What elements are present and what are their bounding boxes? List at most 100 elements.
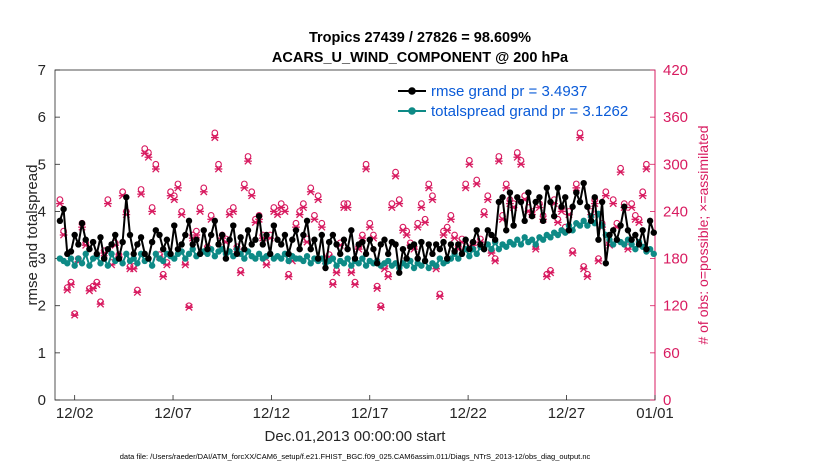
y-tick-label-left: 7 <box>38 62 46 79</box>
obs-assimilated-point <box>199 188 208 196</box>
series-point-rmse <box>525 189 532 196</box>
series-point-rmse <box>628 236 635 243</box>
obs-assimilated-point <box>635 218 643 227</box>
series-point-totalspread <box>82 250 89 258</box>
obs-assimilated-point <box>450 234 459 242</box>
series-point-rmse <box>333 241 340 248</box>
obs-possible-point <box>229 204 237 211</box>
series-point-rmse <box>100 255 108 262</box>
chart-title-line2: ACARS_U_WIND_COMPONENT @ 200 hPa <box>272 50 569 66</box>
x-axis: 12/02 12/07 12/12 12/17 12/22 12/27 01/01 <box>56 395 674 422</box>
obs-assimilated-point <box>576 133 584 142</box>
obs-assimilated-point <box>185 303 193 311</box>
obs-possible-point <box>244 153 252 160</box>
series-point-rmse <box>137 234 145 241</box>
y-tick-label-right: 360 <box>663 109 688 126</box>
obs-assimilated-point <box>247 192 256 200</box>
obs-assimilated-point <box>642 165 651 173</box>
series-point-rmse <box>289 236 296 243</box>
series-point-rmse <box>506 189 514 196</box>
series-point-rmse <box>270 222 278 229</box>
series-point-rmse <box>219 231 226 239</box>
data-file-footnote: data file: /Users/raeder/DAI/ATM_forcXX/… <box>120 452 591 461</box>
obs-possible-point <box>447 212 455 219</box>
series-point-rmse <box>274 236 281 243</box>
series-point-rmse <box>565 227 573 234</box>
series-point-rmse <box>303 217 311 225</box>
series-point-rmse <box>263 231 270 239</box>
x-tick-label: 12/12 <box>253 405 291 422</box>
series-point-rmse <box>156 231 163 239</box>
series-point-rmse <box>152 227 160 234</box>
series-point-totalspread <box>539 236 547 243</box>
series-point-totalspread <box>189 245 196 253</box>
series-point-rmse <box>285 250 292 258</box>
series-point-totalspread <box>410 264 418 272</box>
x-tick-label: 12/27 <box>548 405 586 422</box>
series-point-totalspread <box>609 241 617 248</box>
series-point-rmse <box>314 255 322 262</box>
series-point-totalspread <box>340 260 348 267</box>
chart-title-line1: Tropics 27439 / 27826 = 98.609% <box>309 30 531 46</box>
series-point-rmse <box>547 198 554 206</box>
series-point-rmse <box>595 236 602 243</box>
obs-possible-point <box>307 184 315 192</box>
series-point-totalspread <box>108 250 115 258</box>
series-point-totalspread <box>418 262 425 269</box>
series-point-rmse <box>432 241 440 248</box>
obs-possible-point <box>311 212 318 219</box>
obs-possible-point <box>388 200 396 207</box>
series-point-totalspread <box>185 250 193 258</box>
series-point-rmse <box>196 250 204 258</box>
obs-possible-point <box>392 168 399 176</box>
y-axis-left: 0 1 2 3 4 5 6 7 <box>38 62 60 409</box>
obs-assimilated-point <box>343 203 352 212</box>
obs-assimilated-point <box>373 284 381 293</box>
series-point-rmse <box>329 231 337 239</box>
obs-possible-point <box>207 212 215 219</box>
obs-possible-point <box>167 188 174 196</box>
obs-possible-point <box>240 180 248 188</box>
obs-assimilated-point <box>310 215 319 223</box>
obs-assimilated-point <box>362 165 370 173</box>
obs-assimilated-point <box>236 269 245 277</box>
obs-assimilated-point <box>133 288 142 297</box>
series-point-totalspread <box>71 262 78 269</box>
series-point-totalspread <box>547 234 554 241</box>
series-point-totalspread <box>104 262 112 269</box>
series-point-rmse <box>141 250 148 258</box>
obs-assimilated-point <box>347 269 356 277</box>
obs-assimilated-point <box>557 207 566 216</box>
series-point-totalspread <box>521 234 528 241</box>
series-point-rmse <box>233 250 241 258</box>
obs-assimilated-point <box>240 184 249 192</box>
obs-assimilated-point <box>513 153 522 161</box>
series-point-rmse <box>300 231 307 239</box>
series-point-totalspread <box>64 260 71 267</box>
series-point-rmse <box>134 241 141 248</box>
series-point-rmse <box>646 217 654 225</box>
series-point-totalspread <box>241 255 248 262</box>
obs-assimilated-point <box>210 133 219 142</box>
obs-assimilated-point <box>413 223 422 231</box>
obs-possible-point <box>495 153 503 160</box>
obs-assimilated-point <box>395 199 404 208</box>
obs-assimilated-point <box>273 210 282 219</box>
obs-assimilated-point <box>579 265 588 273</box>
series-point-rmse <box>93 250 101 258</box>
obs-possible-point <box>366 219 374 227</box>
obs-possible-point <box>300 200 307 207</box>
obs-assimilated-point <box>317 223 326 231</box>
series-point-rmse <box>182 231 189 239</box>
series-point-rmse <box>163 236 171 243</box>
obs-assimilated-point <box>192 231 201 239</box>
series-point-rmse <box>491 236 499 243</box>
series-point-rmse <box>351 255 359 262</box>
series-point-totalspread <box>584 222 591 229</box>
series-point-rmse <box>539 217 547 225</box>
y-tick-label-right: 60 <box>663 345 680 362</box>
obs-possible-point <box>141 145 149 152</box>
series-point-rmse <box>230 222 237 229</box>
series-point-rmse <box>591 194 598 201</box>
